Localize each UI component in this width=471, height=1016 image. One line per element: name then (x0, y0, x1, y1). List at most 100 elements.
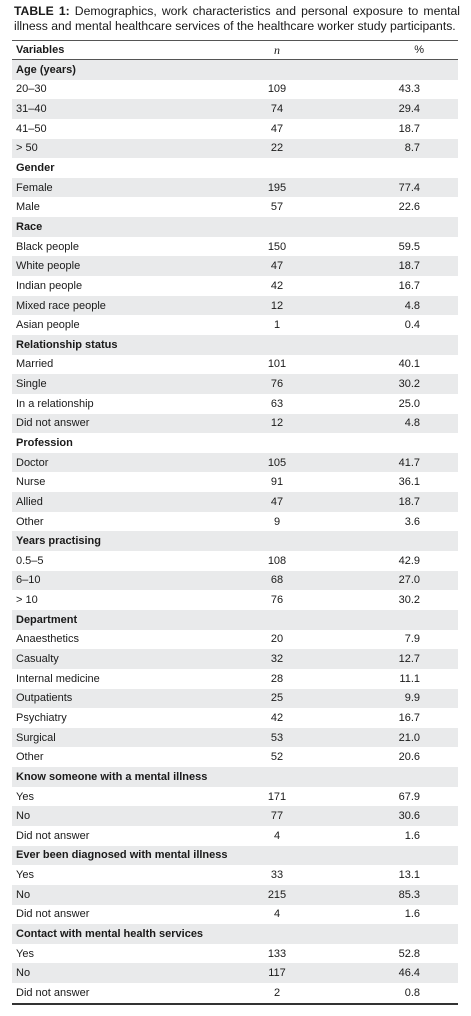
row-label: Other (16, 515, 44, 528)
cell-value: 22 (228, 138, 326, 159)
cell-value: 76 (228, 374, 326, 394)
cell-value: 25 (228, 688, 326, 709)
cell-value: 52 (270, 751, 284, 764)
cell-value: 30.2 (326, 374, 458, 394)
cell-value: 22.6 (398, 201, 420, 214)
row-label: Allied (12, 492, 228, 512)
section-row: Years practising (12, 531, 458, 552)
cell-value: 67.9 (398, 790, 420, 803)
cell-value: 30.6 (326, 806, 458, 826)
row-label: White people (12, 256, 228, 277)
row-label: Married (16, 358, 54, 371)
data-table: Variables n % Age (years) 20–30 109 43.3 31–… (12, 40, 458, 1005)
header-cell: % (326, 40, 458, 60)
cell-value: 40.1 (398, 358, 420, 371)
data-row: Yes 133 52.8 (12, 944, 458, 964)
data-row: Black people 150 59.5 (12, 237, 458, 257)
cell-value: 11.1 (399, 672, 420, 685)
section-title: Relationship status (12, 334, 458, 355)
row-label: In a relationship (16, 397, 94, 410)
cell-value: 68 (228, 570, 326, 591)
row-label: Mixed race people (12, 295, 228, 316)
row-label: Nurse (16, 476, 46, 489)
cell-value: 12 (228, 413, 326, 434)
cell-value: 21.0 (326, 727, 458, 748)
cell-value: 29.4 (326, 99, 458, 119)
cell-value: 43.3 (398, 83, 420, 96)
row-label: Outpatients (12, 688, 228, 709)
caption-label: TABLE 1: (14, 4, 70, 18)
cell-value: 1.6 (404, 829, 420, 842)
cell-value: 85.3 (326, 884, 458, 905)
data-row: Did not answer 12 4.8 (12, 413, 458, 434)
cell-value: 77.4 (326, 177, 458, 198)
data-row: Married 101 40.1 (12, 355, 458, 375)
section-row: Gender (12, 158, 458, 178)
cell-value: 9.9 (326, 688, 458, 709)
row-label: Psychiatry (16, 711, 67, 724)
data-row: Surgical 53 21.0 (12, 727, 458, 748)
cell-value: 101 (267, 358, 287, 371)
data-row: Did not answer 2 0.8 (12, 983, 458, 1005)
cell-value: 59.5 (398, 240, 420, 253)
row-label: Other (16, 751, 44, 764)
section-title: Years practising (12, 531, 458, 552)
cell-value: 1.6 (404, 908, 420, 921)
section-row: Know someone with a mental illness (12, 767, 458, 787)
header-cell: n (228, 40, 326, 60)
data-row: 20–30 109 43.3 (12, 80, 458, 100)
cell-value: 12 (228, 295, 326, 316)
section-title: Race (12, 217, 458, 237)
row-label: 20–30 (16, 83, 47, 96)
row-label: Internal medicine (16, 672, 100, 685)
cell-value: 16.7 (398, 279, 420, 292)
cell-value: 18.7 (326, 492, 458, 512)
cell-value: 133 (267, 947, 287, 960)
data-row: Outpatients 25 9.9 (12, 688, 458, 709)
cell-value: 47 (270, 122, 284, 135)
row-label: Indian people (16, 279, 83, 292)
row-label: 31–40 (12, 99, 228, 119)
data-row: Asian people 1 0.4 (12, 315, 458, 335)
data-row: Psychiatry 42 16.7 (12, 708, 458, 728)
data-row: 41–50 47 18.7 (12, 119, 458, 139)
row-label: Black people (16, 240, 79, 253)
data-row: No 215 85.3 (12, 884, 458, 905)
cell-value: 20.6 (398, 751, 420, 764)
data-row: No 77 30.6 (12, 806, 458, 826)
row-label: 41–50 (16, 122, 47, 135)
cell-value: 4.8 (326, 295, 458, 316)
row-label: Female (12, 177, 228, 198)
header-cell: Variables (12, 40, 228, 60)
cell-value: 0.8 (326, 983, 458, 1005)
section-row: Relationship status (12, 334, 458, 355)
cell-value: 1 (273, 319, 281, 332)
section-title: Gender (16, 162, 55, 175)
section-title: Department (12, 609, 458, 630)
data-row: Did not answer 4 1.6 (12, 826, 458, 846)
cell-value: 41.7 (326, 452, 458, 473)
cell-value: 76 (270, 594, 284, 607)
cell-value: 25.0 (398, 397, 420, 410)
cell-value: 12.7 (326, 649, 458, 669)
cell-value: 109 (267, 83, 287, 96)
cell-value: 117 (228, 963, 326, 984)
data-row: No 117 46.4 (12, 963, 458, 984)
cell-value: 4.8 (326, 413, 458, 434)
row-label: > 10 (16, 594, 38, 607)
cell-value: 13.1 (398, 869, 420, 882)
cell-value: 20 (270, 633, 284, 646)
cell-value: 32 (228, 649, 326, 669)
data-row: Yes 171 67.9 (12, 787, 458, 807)
cell-value: 3.6 (404, 515, 420, 528)
section-title: Ever been diagnosed with mental illness (12, 845, 458, 866)
row-label: Did not answer (16, 829, 90, 842)
data-row: Did not answer 4 1.6 (12, 905, 458, 925)
cell-value: 4 (273, 829, 281, 842)
data-row: Yes 33 13.1 (12, 865, 458, 885)
data-row: 31–40 74 29.4 (12, 99, 458, 119)
cell-value: 18.7 (398, 122, 420, 135)
cell-value: 77 (228, 806, 326, 826)
cell-value: 9 (273, 515, 281, 528)
row-label: Doctor (12, 452, 228, 473)
